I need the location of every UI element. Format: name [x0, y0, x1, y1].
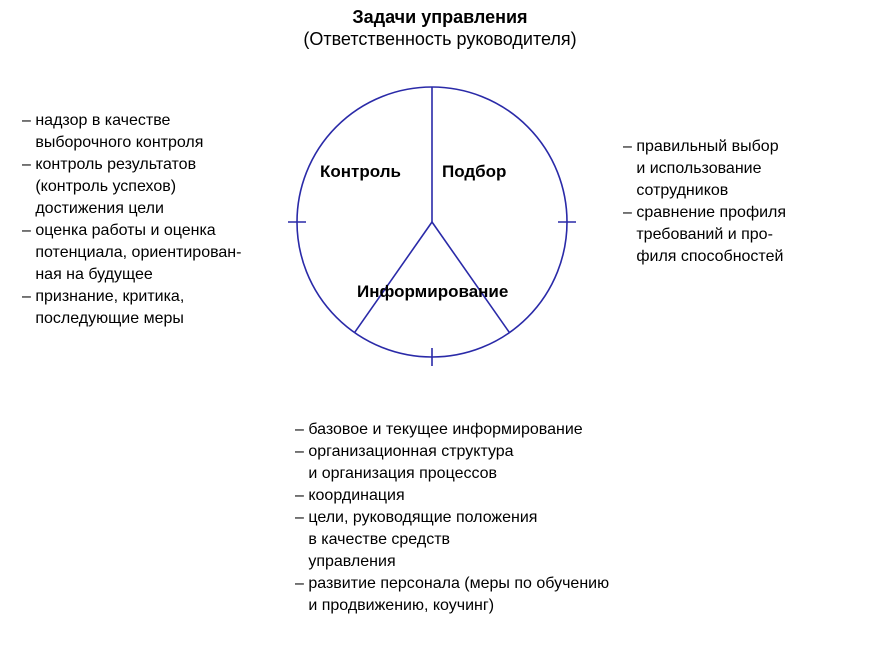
bullet-line: и продвижению, коучинг) [295, 595, 695, 617]
segment-label-control: Контроль [320, 162, 401, 182]
bullet-line: – правильный выбор [623, 136, 858, 158]
bullet-line: филя способностей [623, 246, 858, 268]
bullet-line: сотрудников [623, 180, 858, 202]
bullet-line: – развитие персонала (меры по обучению [295, 573, 695, 595]
bullet-line: выборочного контроля [22, 132, 267, 154]
bullet-line: – цели, руководящие положения [295, 507, 695, 529]
bullet-line: и использование [623, 158, 858, 180]
bullet-line: – базовое и текущее информирование [295, 419, 695, 441]
bullet-line: управления [295, 551, 695, 573]
bullet-line: достижения цели [22, 198, 267, 220]
bullet-line: последующие меры [22, 308, 267, 330]
bullet-line: и организация процессов [295, 463, 695, 485]
bullet-line: требований и про- [623, 224, 858, 246]
segment-label-select: Подбор [442, 162, 506, 182]
bullets-control: – надзор в качестве выборочного контроля… [22, 110, 267, 330]
bullets-select: – правильный выбор и использование сотру… [623, 136, 858, 268]
bullet-line: ная на будущее [22, 264, 267, 286]
bullet-line: (контроль успехов) [22, 176, 267, 198]
bullet-line: в качестве средств [295, 529, 695, 551]
bullet-line: – организационная структура [295, 441, 695, 463]
bullet-line: – признание, критика, [22, 286, 267, 308]
bullets-inform: – базовое и текущее информирование– орга… [295, 419, 695, 617]
bullet-line: – сравнение профиля [623, 202, 858, 224]
diagram-stage: Задачи управления (Ответственность руков… [0, 0, 880, 657]
bullet-line: – контроль результатов [22, 154, 267, 176]
segment-label-inform: Информирование [357, 282, 508, 302]
bullet-line: – оценка работы и оценка [22, 220, 267, 242]
bullet-line: – надзор в качестве [22, 110, 267, 132]
bullet-line: потенциала, ориентирован- [22, 242, 267, 264]
bullet-line: – координация [295, 485, 695, 507]
